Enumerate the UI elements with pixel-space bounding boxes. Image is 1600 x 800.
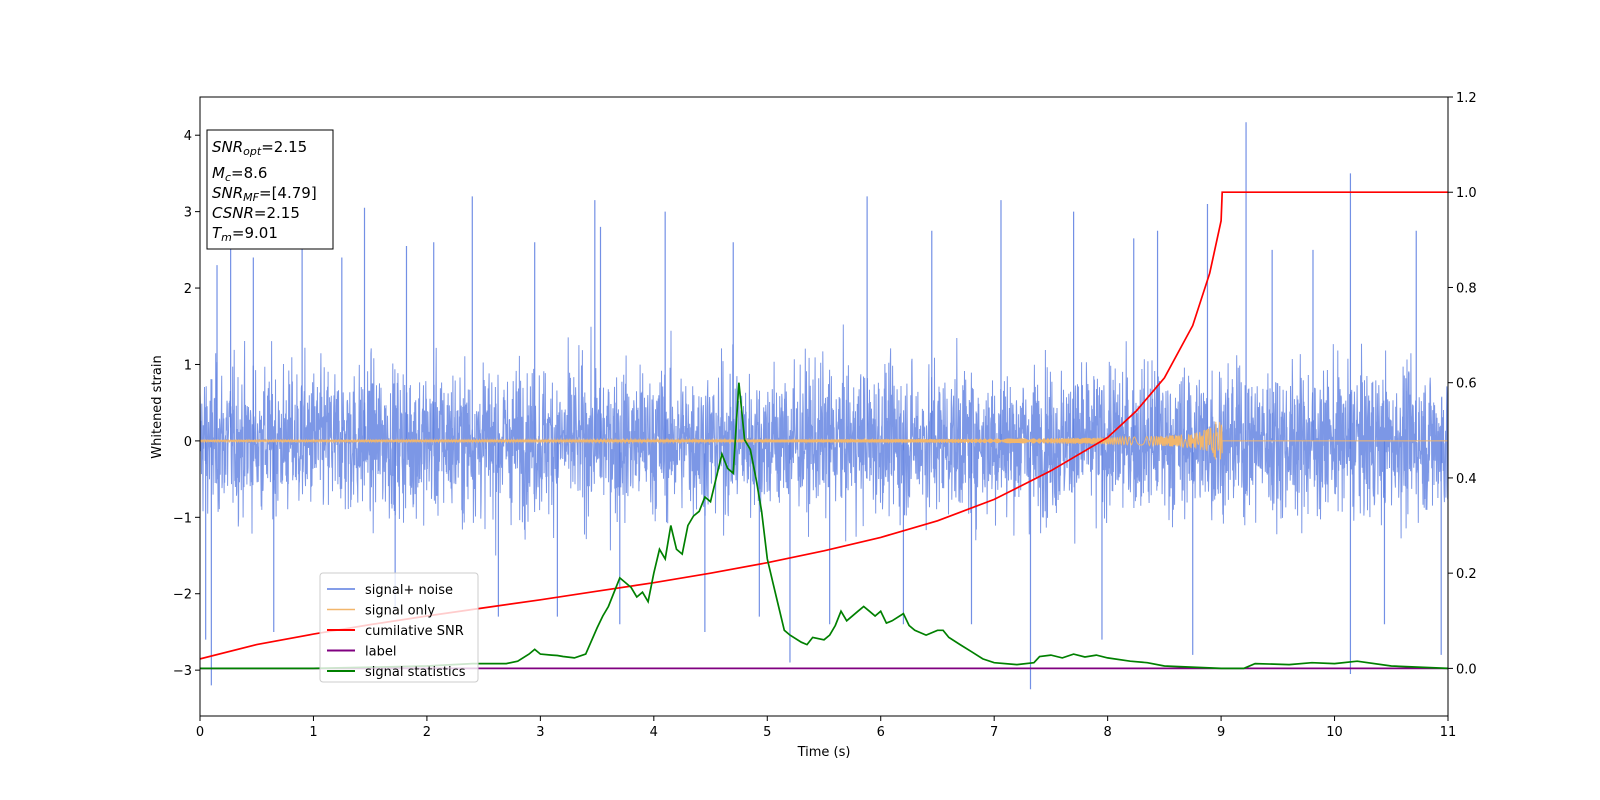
info-tm: Tm=9.01	[212, 224, 278, 244]
signal-only-series	[200, 421, 1448, 460]
x-tick-label: 8	[1103, 725, 1111, 740]
y-right-tick-label: 1.0	[1456, 186, 1477, 201]
signal-noise-series	[200, 122, 1448, 690]
y-right-tick-label: 0.6	[1456, 377, 1477, 392]
noise-trace	[200, 324, 1448, 556]
y-right-tick-label: 0.0	[1456, 662, 1477, 677]
y-left-tick-label: 3	[184, 206, 192, 221]
info-snr-mf: SNRMF=[4.79]	[212, 184, 317, 204]
x-tick-label: 7	[990, 725, 998, 740]
y-left-axis-ticks: −3 −2 −1 0 1 2 3 4	[173, 129, 200, 679]
y-left-tick-label: −2	[173, 588, 192, 603]
legend: signal+ noise signal only cumilative SNR la…	[319, 572, 479, 683]
x-tick-label: 5	[763, 725, 771, 740]
y-left-tick-label: −3	[173, 664, 192, 679]
y-right-tick-label: 0.8	[1456, 281, 1477, 296]
x-axis-ticks: 0 1 2 3 4 5 6 7 8 9 10 11	[196, 716, 1456, 740]
x-tick-label: 4	[650, 725, 658, 740]
x-tick-label: 3	[536, 725, 544, 740]
x-tick-label: 9	[1217, 725, 1225, 740]
legend-label-signal-statistics: signal statistics	[365, 665, 466, 680]
y-right-tick-label: 1.2	[1456, 91, 1477, 106]
y-left-tick-label: −1	[173, 511, 192, 526]
y-right-tick-label: 0.4	[1456, 472, 1477, 487]
y-axis-title: Whitened strain	[150, 355, 165, 458]
x-tick-label: 2	[423, 725, 431, 740]
x-tick-label: 6	[877, 725, 885, 740]
info-csnr: CSNR=2.15	[212, 204, 300, 222]
legend-label-signal-only: signal only	[365, 604, 435, 619]
x-tick-label: 11	[1440, 725, 1457, 740]
x-tick-label: 10	[1326, 725, 1343, 740]
legend-label-label: label	[365, 645, 396, 660]
legend-label-cumilative-snr: cumilative SNR	[365, 624, 464, 639]
x-tick-label: 1	[309, 725, 317, 740]
y-left-tick-label: 0	[184, 435, 192, 450]
signal-only-trace	[200, 421, 1448, 460]
info-box: SNRopt=2.15 Mc=8.6 SNRMF=[4.79] CSNR=2.1…	[206, 129, 334, 250]
x-tick-label: 0	[196, 725, 204, 740]
x-axis-title: Time (s)	[797, 745, 851, 760]
y-left-tick-label: 1	[184, 358, 192, 373]
y-right-axis-ticks: 0.0 0.2 0.4 0.6 0.8 1.0 1.2	[1448, 91, 1477, 677]
y-left-tick-label: 4	[184, 129, 192, 144]
y-left-tick-label: 2	[184, 282, 192, 297]
y-right-tick-label: 0.2	[1456, 567, 1477, 582]
signal-statistics-line	[200, 382, 1448, 670]
plot-frame	[199, 96, 1449, 717]
info-mc: Mc=8.6	[212, 164, 267, 184]
legend-label-signal-noise: signal+ noise	[365, 583, 453, 598]
info-snr-opt: SNRopt=2.15	[212, 138, 307, 158]
